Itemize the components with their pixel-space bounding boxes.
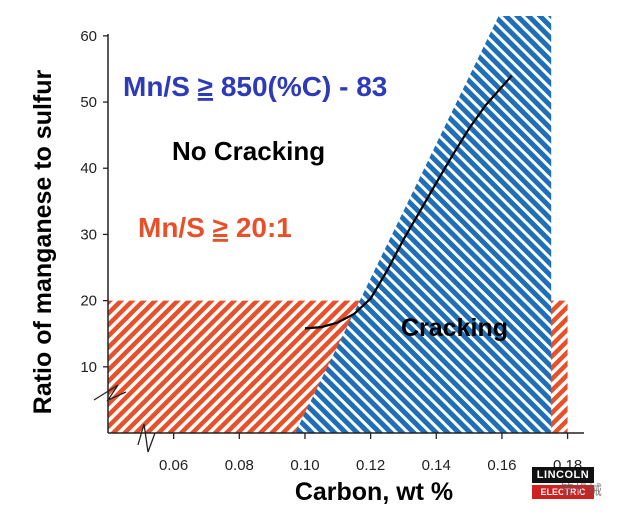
y-tick-label: 20 xyxy=(80,293,97,310)
y-tick-label: 50 xyxy=(80,94,97,111)
x-tick-label: 0.12 xyxy=(356,457,385,474)
x-axis-title: Carbon, wt % xyxy=(295,478,453,506)
lincoln-electric-logo: LINCOLN ELECTRIC xyxy=(532,467,594,503)
y-tick-label: 10 xyxy=(80,359,97,376)
y-tick-label: 60 xyxy=(80,28,97,45)
logo-line-2: ELECTRIC xyxy=(532,485,594,499)
cracking-label: Cracking xyxy=(401,314,508,342)
y-axis-break xyxy=(93,384,127,402)
x-tick-group: 0.06 0.08 0.10 0.12 0.14 0.16 0.18 xyxy=(159,433,582,474)
equation-annotation: Mn/S ≥ 850(%C) - 83 xyxy=(123,71,387,102)
y-tick-label: 40 xyxy=(80,160,97,177)
ratio-annotation: Mn/S ≥ 20:1 xyxy=(138,212,292,243)
y-tick-label: 30 xyxy=(80,226,97,243)
no-cracking-label: No Cracking xyxy=(172,136,325,166)
x-axis-break xyxy=(137,423,156,453)
x-tick-label: 0.06 xyxy=(159,457,188,474)
x-tick-label: 0.14 xyxy=(422,457,451,474)
y-axis-title: Ratio of manganese to sulfur xyxy=(29,69,57,414)
y-tick-group: 10 20 30 40 50 60 xyxy=(80,28,108,376)
x-tick-label: 0.16 xyxy=(487,457,516,474)
region-cracking xyxy=(295,16,552,433)
logo-line-1: LINCOLN xyxy=(532,467,594,483)
mn-s-limit-curve xyxy=(304,74,513,330)
x-tick-label: 0.08 xyxy=(225,457,254,474)
watermark-text: 管机械 xyxy=(560,482,602,498)
x-tick-label: 0.10 xyxy=(290,457,319,474)
